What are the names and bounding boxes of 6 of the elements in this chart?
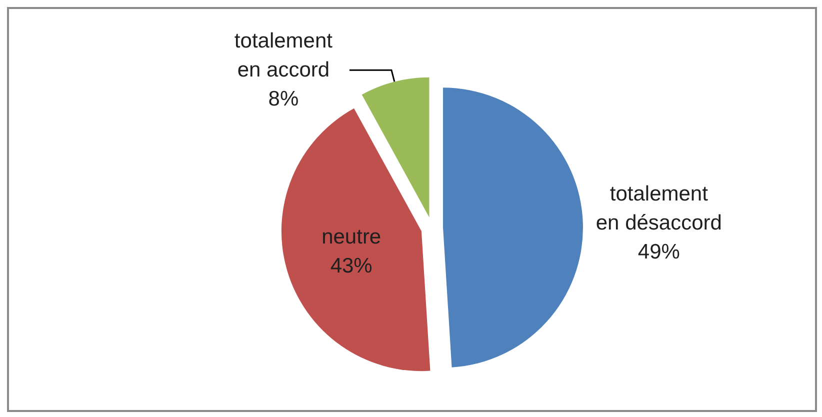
data-label: 8% [268, 88, 299, 111]
slice-label: neutre [322, 225, 382, 248]
data-label: 43% [330, 254, 372, 278]
slice-label: totalement en désaccord [596, 182, 722, 234]
slice-label: totalement en accord [234, 30, 333, 82]
data-label: 49% [638, 240, 680, 264]
